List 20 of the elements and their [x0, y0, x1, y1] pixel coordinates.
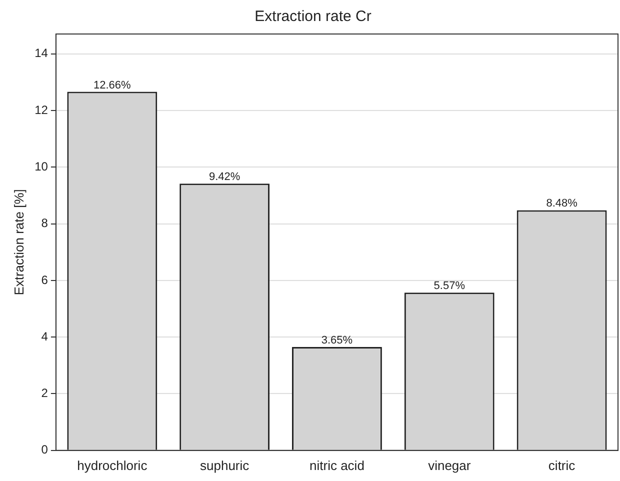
- data-label: 12.66%: [93, 79, 132, 92]
- x-tick-label: citric: [548, 458, 576, 473]
- y-tick-label: 2: [41, 386, 48, 400]
- data-label: 3.65%: [321, 334, 353, 347]
- data-label: 8.48%: [546, 198, 578, 210]
- x-tick-label: nitric acid: [310, 458, 364, 473]
- x-tick-label: hydrochloric: [77, 458, 148, 473]
- y-tick-label: 4: [41, 329, 48, 344]
- y-tick-label: 12: [34, 102, 48, 117]
- y-axis-title: Extraction rate [%]: [11, 189, 26, 296]
- x-tick-label: vinegar: [428, 458, 472, 473]
- y-tick-label: 14: [34, 46, 48, 60]
- y-tick-label: 8: [41, 216, 48, 230]
- chart-title: Extraction rate Cr: [254, 8, 372, 26]
- x-tick-label: suphuric: [200, 458, 250, 473]
- data-label: 9.42%: [208, 171, 240, 184]
- data-label: 5.57%: [434, 280, 466, 292]
- y-tick-label: 0: [41, 442, 48, 457]
- y-tick-label: 6: [41, 272, 48, 287]
- y-tick-label: 10: [34, 159, 48, 174]
